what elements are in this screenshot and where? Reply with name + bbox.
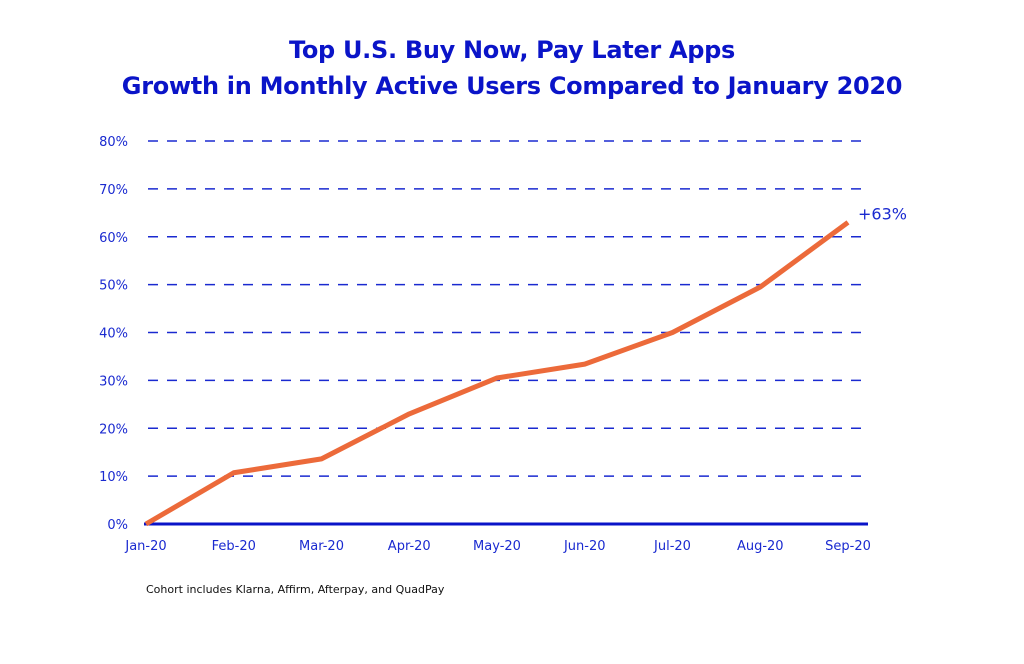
y-tick-label: 60% — [99, 231, 128, 246]
x-tick-label: Jan-20 — [124, 539, 166, 554]
x-tick-label: Apr-20 — [388, 539, 431, 554]
x-tick-label: Mar-20 — [299, 539, 344, 554]
x-axis-ticks: Jan-20 Feb-20 Mar-20 Apr-20 May-20 Jun-20 Jul-… — [124, 539, 871, 554]
footnote: Cohort includes Klarna, Affirm, Afterpay… — [146, 583, 445, 596]
y-tick-label: 40% — [99, 327, 128, 342]
chart-subtitle: Growth in Monthly Active Users Compared … — [121, 72, 903, 100]
series — [144, 220, 850, 527]
y-tick-label: 80% — [99, 135, 128, 150]
x-tick-label: Jul-20 — [653, 539, 691, 554]
data-label-annotation: +63% — [858, 204, 907, 223]
y-tick-label: 70% — [99, 183, 128, 198]
y-tick-label: 20% — [99, 422, 128, 437]
x-tick-label: Feb-20 — [212, 539, 256, 554]
y-tick-label: 50% — [99, 279, 128, 294]
x-tick-label: May-20 — [473, 539, 521, 554]
x-tick-label: Jun-20 — [563, 539, 606, 554]
y-tick-label: 30% — [99, 374, 128, 389]
y-axis-ticks: 0% 10% 20% 30% 40% 50% 60% 70% 80% — [99, 135, 128, 533]
series-line — [144, 220, 850, 527]
gridlines — [148, 140, 866, 477]
x-tick-label: Sep-20 — [825, 539, 871, 554]
annotations: +63% — [858, 204, 907, 223]
x-tick-label: Aug-20 — [737, 539, 784, 554]
y-tick-label: 0% — [107, 518, 128, 533]
chart-title: Top U.S. Buy Now, Pay Later Apps — [288, 36, 736, 64]
y-tick-label: 10% — [99, 470, 128, 485]
